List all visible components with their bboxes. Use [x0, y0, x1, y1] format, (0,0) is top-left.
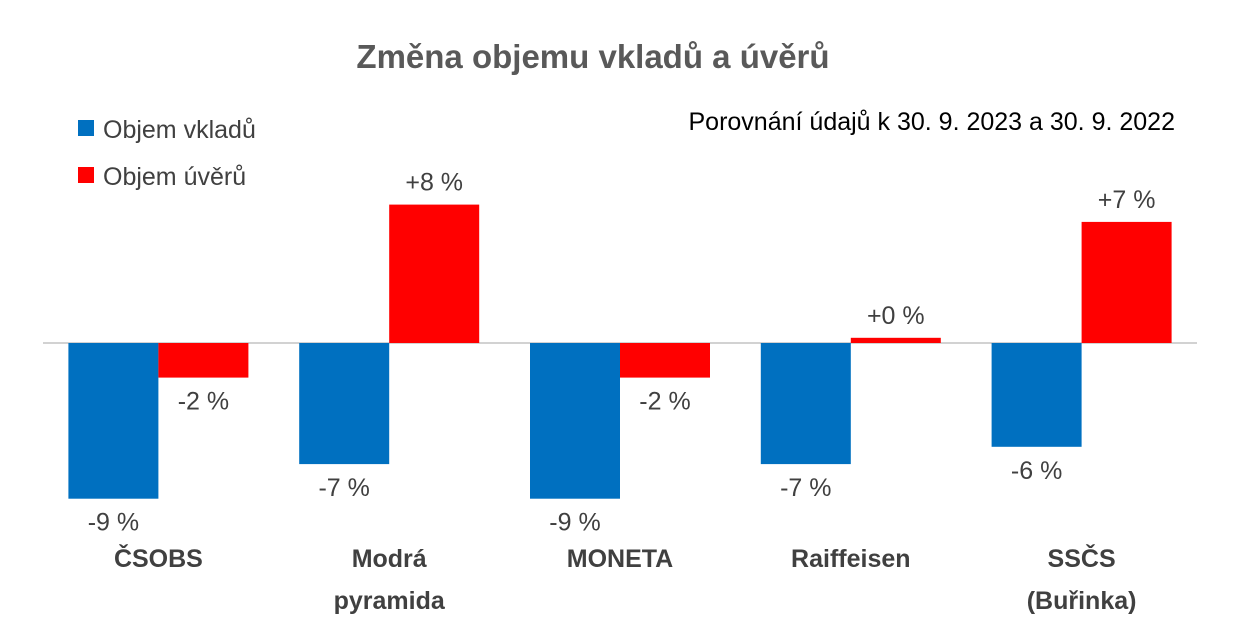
data-label-loans-4: +7 % [1098, 186, 1156, 214]
bar-loans-1 [389, 204, 480, 343]
legend: Objem vkladů Objem úvěrů [78, 116, 256, 191]
category-label-1-line-1: pyramida [334, 587, 446, 615]
bar-deposits-0 [68, 343, 159, 499]
category-label-0-line-0: ČSOBS [114, 543, 203, 573]
bar-loans-3 [850, 337, 941, 343]
legend-swatch-loans [78, 167, 94, 183]
data-label-deposits-2: -9 % [549, 509, 600, 537]
chart-title: Změna objemu vkladů a úvěrů [356, 38, 829, 75]
bar-loans-2 [620, 343, 710, 378]
category-label-4-line-1: (Buřinka) [1027, 587, 1137, 615]
bar-loans-0 [158, 343, 249, 378]
data-label-deposits-0: -9 % [88, 509, 139, 537]
data-label-deposits-3: -7 % [780, 474, 831, 502]
bar-deposits-3 [760, 343, 851, 465]
category-label-2-line-0: MONETA [567, 545, 673, 573]
data-label-loans-0: -2 % [178, 388, 229, 416]
bar-deposits-4 [991, 343, 1082, 447]
data-label-loans-1: +8 % [405, 169, 463, 197]
bar-deposits-2 [530, 343, 620, 499]
data-label-deposits-4: -6 % [1011, 457, 1062, 485]
bar-loans-4 [1081, 221, 1172, 343]
legend-swatch-deposits [78, 120, 94, 136]
legend-label-deposits: Objem vkladů [103, 116, 256, 144]
data-label-loans-2: -2 % [639, 388, 690, 416]
plot-area: -9 % -2 % ČSOBS -7 % +8 % Modrá pyramida -9 % -2… [43, 169, 1197, 615]
bar-deposits-1 [299, 343, 390, 465]
category-label-1-line-0: Modrá [352, 545, 427, 573]
category-label-3-line-0: Raiffeisen [791, 545, 910, 573]
category-label-4-line-0: SSČS [1048, 543, 1116, 573]
legend-label-loans: Objem úvěrů [103, 163, 246, 191]
data-label-deposits-1: -7 % [318, 474, 369, 502]
chart-subtitle: Porovnání údajů k 30. 9. 2023 a 30. 9. 2… [689, 108, 1176, 136]
data-label-loans-3: +0 % [867, 302, 925, 330]
